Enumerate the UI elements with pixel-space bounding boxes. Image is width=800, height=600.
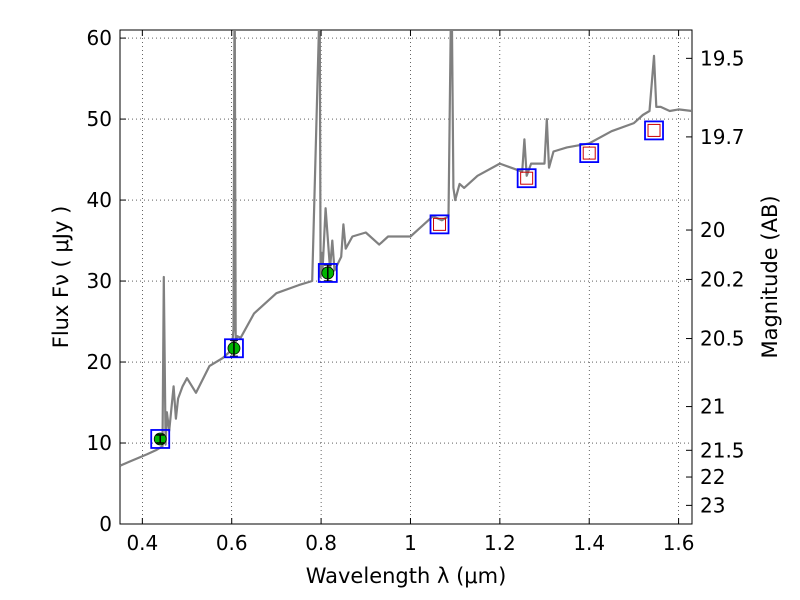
model-band-square	[429, 214, 450, 235]
y-tick-label: 10	[87, 431, 112, 455]
x-tick-label: 1.2	[484, 531, 516, 555]
model-band-square	[317, 263, 338, 283]
x-tick-label: 1.6	[663, 531, 695, 555]
y-tick-label: 60	[87, 26, 112, 50]
model-band-square	[579, 143, 600, 163]
grid-lines	[120, 30, 692, 525]
y2-axis-label: Magnitude (AB)	[758, 195, 782, 358]
y2-tick-label: 20.2	[700, 267, 745, 291]
y-axis-label: Flux Fν ( μJy )	[49, 206, 73, 349]
spectrum-layer	[120, 30, 692, 467]
model-band-square	[224, 338, 244, 359]
model-band-square	[150, 429, 171, 449]
plot-frame	[119, 29, 693, 525]
x-tick-label: 0.6	[216, 531, 248, 555]
y-tick-label: 0	[99, 512, 112, 536]
y2-tick-label: 21	[700, 395, 725, 419]
y2-tick-label: 22	[700, 465, 725, 489]
y2-tick-label: 19.7	[700, 125, 745, 149]
limit-square	[520, 171, 534, 185]
x-tick-label: 1	[404, 531, 417, 555]
limit-square	[647, 123, 661, 137]
ticks-layer: 0.4 0.6 0.8 1 1.2 1.4 1.6 0 10 20 30 40 50 60 19.5 19.7…	[87, 26, 745, 555]
y2-tick-label: 19.5	[700, 46, 745, 70]
limit-square	[582, 146, 596, 160]
y-tick-label: 40	[87, 188, 112, 212]
y-tick-label: 30	[87, 269, 112, 293]
y2-tick-label: 20.5	[700, 327, 745, 351]
y2-tick-label: 20	[700, 218, 725, 242]
y2-tick-label: 21.5	[700, 438, 745, 462]
x-tick-label: 0.8	[305, 531, 337, 555]
y2-tick-label: 23	[700, 493, 725, 517]
model-band-square	[516, 168, 537, 189]
x-tick-label: 0.4	[126, 531, 158, 555]
marker-layer	[150, 120, 664, 449]
x-tick-label: 1.4	[573, 531, 605, 555]
y-tick-label: 20	[87, 350, 112, 374]
limit-square	[433, 217, 447, 231]
model-spectrum-line	[120, 30, 692, 467]
y-tick-label: 50	[87, 107, 112, 131]
model-band-square	[644, 120, 664, 141]
x-axis-label: Wavelength λ (μm)	[306, 564, 507, 588]
